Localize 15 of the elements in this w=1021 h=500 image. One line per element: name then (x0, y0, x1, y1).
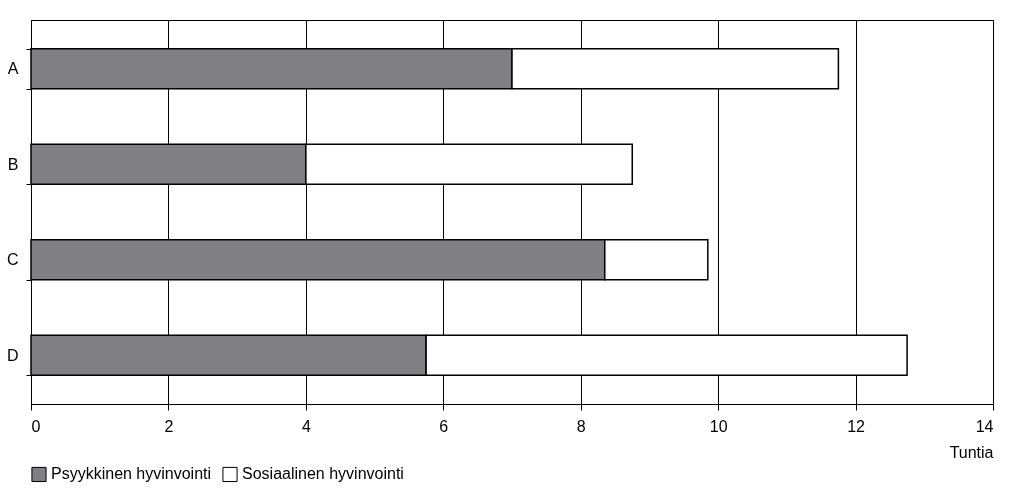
x-tick-label: 4 (301, 417, 311, 435)
legend-label: Psyykkinen hyvinvointi (51, 465, 212, 483)
y-tick-label: D (6, 346, 19, 364)
x-tick-label: 10 (709, 417, 728, 435)
legend-label: Sosiaalinen hyvinvointi (242, 465, 404, 483)
y-tick-label: A (7, 60, 19, 78)
x-tick-label: 14 (975, 417, 994, 435)
x-tick-label: 0 (31, 417, 41, 435)
x-tick-label: 2 (164, 417, 174, 435)
x-tick-label: 8 (576, 417, 586, 435)
x-tick-label: 12 (847, 417, 866, 435)
x-tick-label: 6 (439, 417, 449, 435)
y-tick-label: C (6, 251, 19, 269)
y-tick-label: B (7, 155, 19, 173)
x-axis-title: Tuntia (949, 443, 994, 461)
